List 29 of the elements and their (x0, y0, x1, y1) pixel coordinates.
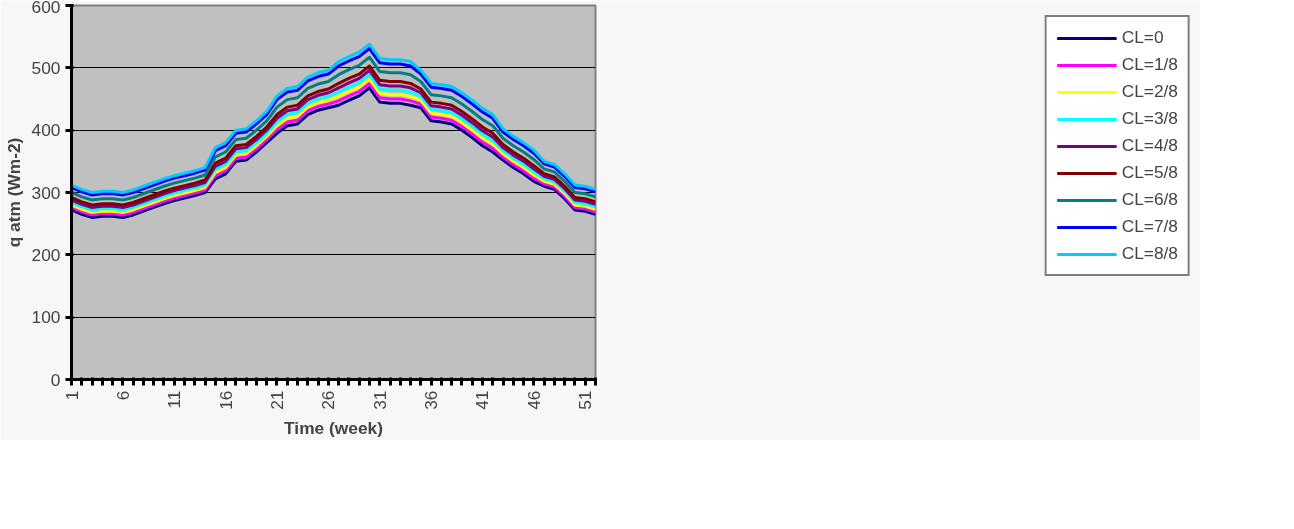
legend-label: CL=2/8 (1121, 81, 1178, 102)
x-tick-label: 31 (369, 390, 390, 410)
y-tick-label: 0 (50, 369, 61, 390)
x-tick-label: 46 (523, 390, 544, 410)
y-tick-label: 600 (31, 0, 61, 17)
legend-label: CL=7/8 (1121, 216, 1178, 237)
y-tick-label: 400 (31, 120, 61, 141)
y-tick-label: 300 (31, 182, 61, 203)
y-tick-label: 200 (31, 244, 61, 265)
x-tick-label: 41 (472, 390, 493, 410)
legend-label: CL=5/8 (1121, 162, 1178, 183)
legend-label: CL=8/8 (1121, 243, 1178, 264)
x-tick-label: 36 (421, 390, 442, 410)
y-tick-label: 100 (31, 307, 61, 328)
legend-label: CL=4/8 (1121, 135, 1178, 156)
x-tick-label: 6 (112, 390, 133, 401)
legend-label: CL=1/8 (1121, 54, 1178, 75)
y-axis-title: q atm (Wm-2) (3, 137, 24, 248)
legend-label: CL=3/8 (1121, 108, 1178, 129)
legend-label: CL=0 (1121, 27, 1164, 48)
x-tick-label: 16 (215, 390, 236, 410)
y-tick-label: 500 (31, 57, 61, 78)
x-tick-label: 51 (575, 390, 596, 410)
legend-label: CL=6/8 (1121, 189, 1178, 210)
x-tick-label: 1 (61, 390, 82, 401)
x-tick-label: 26 (318, 390, 339, 410)
x-tick-label: 21 (266, 390, 287, 410)
x-axis-title: Time (week) (284, 417, 383, 438)
x-tick-label: 11 (164, 390, 185, 409)
